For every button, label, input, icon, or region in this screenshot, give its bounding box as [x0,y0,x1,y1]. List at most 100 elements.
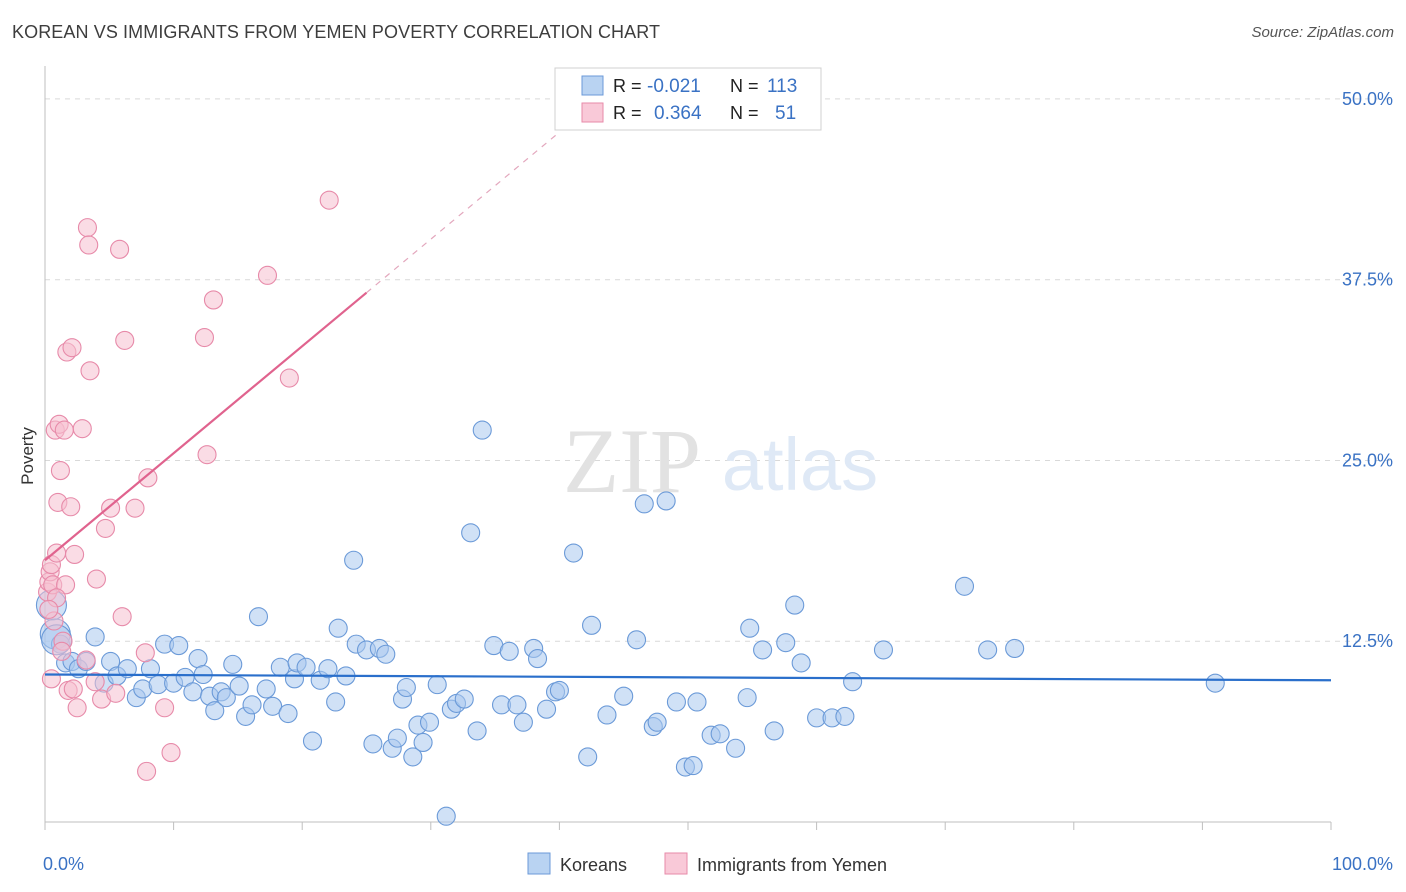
yemen-point [72,419,92,439]
korean-point [183,682,203,702]
korean-point [597,705,617,725]
yemen-point [161,743,181,763]
yemen-point [76,650,96,670]
trend-line-koreans [44,673,1332,682]
korean-point [302,731,323,751]
korean-point [242,695,262,715]
korean-point [454,689,474,709]
yemen-point [65,544,85,565]
korean-point [666,692,686,712]
korean-point [710,724,730,744]
yemen-point [63,679,83,699]
korean-point [656,491,676,511]
korean-point [256,679,276,699]
yemen-point [101,498,121,518]
korean-point [499,641,519,661]
korean-point [461,523,481,543]
korean-point [396,677,416,698]
korean-point [1005,638,1025,659]
korean-point [1205,673,1225,693]
legend-n-label-1: N = [730,76,759,96]
yemen-point [50,461,70,481]
legend-n-value-2: 51 [775,103,796,124]
legend-swatch-yemen [581,102,604,123]
korean-point [527,649,548,669]
korean-point [376,644,396,664]
y-tick-label: 50.0% [1342,89,1393,109]
yemen-point [135,643,155,663]
korean-point [296,657,316,677]
tick-labels: 12.5% 25.0% 37.5% 50.0% 0.0% 100.0% [43,89,1393,874]
korean-point [413,732,433,753]
korean-point [436,806,456,826]
korean-point [387,728,407,748]
yemen-point [62,338,82,358]
korean-point [776,633,796,653]
axes [44,66,1332,830]
korean-point [683,756,703,776]
korean-point [419,712,440,732]
source-credit: Source: ZipAtlas.com [1251,24,1394,41]
yemen-point [112,607,132,627]
yemen-point [77,218,97,238]
korean-point [344,550,364,570]
y-axis-label: Poverty [18,427,37,485]
yemen-point [39,599,59,619]
korean-point [318,659,338,679]
korean-point [328,618,348,638]
korean-point [764,721,784,741]
series-0-points [35,420,1225,826]
korean-point [248,607,269,627]
yemen-point [138,468,158,488]
korean-point [278,703,298,724]
legend-r-label-1: R = [613,76,642,96]
yemen-point [125,498,145,518]
bottom-legend-koreans: Koreans [560,855,627,875]
y-tick-label: 12.5% [1342,631,1393,651]
yemen-point [155,698,175,718]
korean-point [117,659,137,679]
korean-point [634,494,654,514]
yemen-point [257,265,278,285]
korean-point [785,595,805,615]
legend-r-value-2: 0.364 [654,103,702,124]
korean-point [427,675,447,695]
yemen-point [80,361,100,381]
correlation-legend: R = -0.021 N = 113 R = 0.364 N = 51 [554,67,822,131]
yemen-point [52,641,72,661]
korean-point [753,640,773,660]
trend-line-yemen [44,291,368,562]
bottom-legend-yemen: Immigrants from Yemen [697,855,887,875]
yemen-point [279,368,299,388]
korean-point [563,543,584,563]
korean-point [581,615,602,635]
yemen-point [110,239,130,259]
yemen-point [115,330,135,350]
grid-lines [45,98,1393,642]
yemen-point [79,235,99,255]
korean-point [647,712,667,732]
yemen-point [67,698,87,718]
korean-point [403,747,423,767]
korean-point [726,738,746,758]
yemen-point [319,190,339,210]
data-points [35,190,1225,826]
watermark-atlas: atlas [722,423,878,506]
chart-title: KOREAN VS IMMIGRANTS FROM YEMEN POVERTY … [12,22,661,42]
korean-point [835,706,855,726]
legend-n-value-1: 113 [767,76,797,97]
korean-point [627,630,647,650]
korean-point [326,692,346,712]
korean-point [978,640,998,660]
yemen-point [203,290,224,310]
korean-point [229,676,249,696]
korean-point [507,695,527,715]
series-legend: Koreans Immigrants from Yemen [527,852,887,875]
korean-point [873,640,894,660]
korean-point [578,747,598,767]
korean-point [614,686,634,706]
yemen-point [85,672,105,692]
yemen-point [95,518,115,538]
korean-point [188,649,208,669]
